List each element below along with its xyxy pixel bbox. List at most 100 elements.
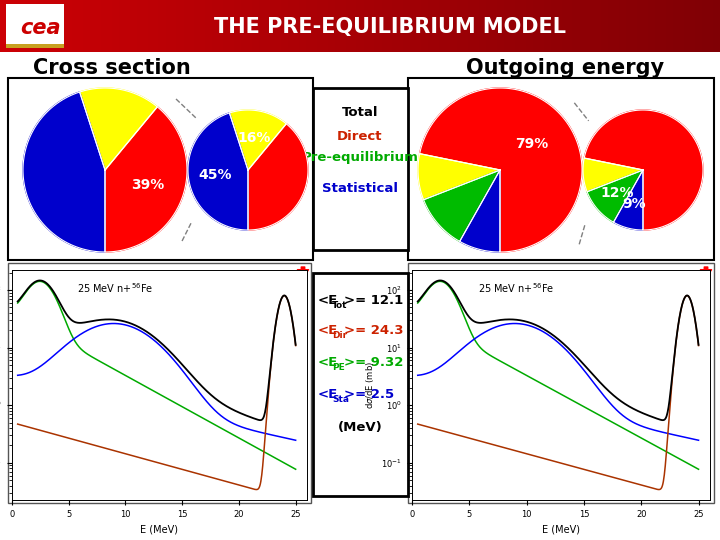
- Bar: [295, 0, 300, 52]
- Bar: [76, 0, 80, 52]
- Bar: [706, 0, 710, 52]
- Bar: [288, 0, 292, 52]
- Polygon shape: [105, 107, 187, 252]
- Bar: [230, 0, 235, 52]
- Bar: [108, 0, 112, 52]
- Bar: [414, 0, 418, 52]
- Bar: [536, 0, 541, 52]
- Bar: [115, 0, 120, 52]
- Polygon shape: [584, 110, 703, 230]
- Bar: [137, 0, 141, 52]
- Bar: [644, 0, 649, 52]
- Bar: [216, 0, 220, 52]
- Bar: [6, 4, 64, 46]
- Bar: [40, 0, 44, 52]
- Bar: [234, 0, 238, 52]
- Bar: [223, 0, 228, 52]
- Bar: [133, 0, 138, 52]
- Bar: [4, 0, 8, 52]
- Text: >= 24.3: >= 24.3: [344, 323, 403, 336]
- Bar: [32, 0, 37, 52]
- Bar: [112, 0, 116, 52]
- Text: Statistical: Statistical: [322, 181, 398, 194]
- Bar: [68, 0, 73, 52]
- Bar: [533, 0, 537, 52]
- Bar: [0, 0, 4, 52]
- Bar: [8, 263, 311, 503]
- Polygon shape: [248, 124, 308, 230]
- Bar: [382, 0, 386, 52]
- Bar: [194, 0, 199, 52]
- Bar: [432, 0, 436, 52]
- Bar: [220, 0, 224, 52]
- Polygon shape: [230, 110, 287, 170]
- Bar: [8, 78, 313, 260]
- Polygon shape: [583, 158, 643, 192]
- Bar: [205, 0, 210, 52]
- Bar: [565, 0, 570, 52]
- Bar: [580, 0, 584, 52]
- Bar: [356, 0, 361, 52]
- Bar: [504, 0, 508, 52]
- Text: 16%: 16%: [238, 131, 271, 145]
- Bar: [511, 0, 516, 52]
- Bar: [684, 0, 688, 52]
- Bar: [558, 0, 562, 52]
- Bar: [576, 0, 580, 52]
- Bar: [652, 0, 656, 52]
- Polygon shape: [459, 170, 500, 252]
- Bar: [7, 0, 12, 52]
- Bar: [310, 0, 314, 52]
- Bar: [72, 0, 76, 52]
- Bar: [637, 0, 642, 52]
- Bar: [378, 0, 382, 52]
- Bar: [342, 0, 346, 52]
- Bar: [408, 78, 714, 260]
- Bar: [443, 0, 447, 52]
- Bar: [407, 0, 411, 52]
- Text: 25 MeV n+$^{56}$Fe: 25 MeV n+$^{56}$Fe: [478, 281, 554, 295]
- Bar: [227, 0, 231, 52]
- Bar: [691, 0, 696, 52]
- Bar: [122, 0, 127, 52]
- Bar: [302, 0, 307, 52]
- Bar: [202, 0, 206, 52]
- Bar: [353, 0, 357, 52]
- Bar: [418, 0, 422, 52]
- Bar: [126, 0, 130, 52]
- Polygon shape: [423, 170, 500, 241]
- Bar: [328, 0, 332, 52]
- Polygon shape: [587, 170, 643, 222]
- Bar: [374, 0, 379, 52]
- Bar: [338, 0, 343, 52]
- Bar: [306, 0, 310, 52]
- Bar: [583, 0, 588, 52]
- Bar: [630, 0, 634, 52]
- Bar: [313, 273, 408, 496]
- Bar: [176, 0, 181, 52]
- Bar: [475, 0, 480, 52]
- Bar: [371, 0, 375, 52]
- Bar: [439, 0, 444, 52]
- Bar: [169, 0, 174, 52]
- Bar: [385, 0, 390, 52]
- Bar: [252, 0, 256, 52]
- Bar: [130, 0, 134, 52]
- Bar: [364, 0, 368, 52]
- Bar: [320, 0, 325, 52]
- Bar: [522, 0, 526, 52]
- Bar: [396, 0, 400, 52]
- Bar: [144, 0, 148, 52]
- X-axis label: E (MeV): E (MeV): [542, 524, 580, 534]
- Bar: [554, 0, 559, 52]
- Polygon shape: [23, 92, 105, 252]
- Polygon shape: [80, 88, 157, 170]
- Bar: [335, 0, 339, 52]
- Bar: [670, 0, 674, 52]
- Bar: [11, 0, 15, 52]
- Bar: [256, 0, 260, 52]
- Bar: [454, 0, 458, 52]
- Bar: [299, 0, 303, 52]
- Bar: [677, 0, 681, 52]
- Bar: [608, 0, 613, 52]
